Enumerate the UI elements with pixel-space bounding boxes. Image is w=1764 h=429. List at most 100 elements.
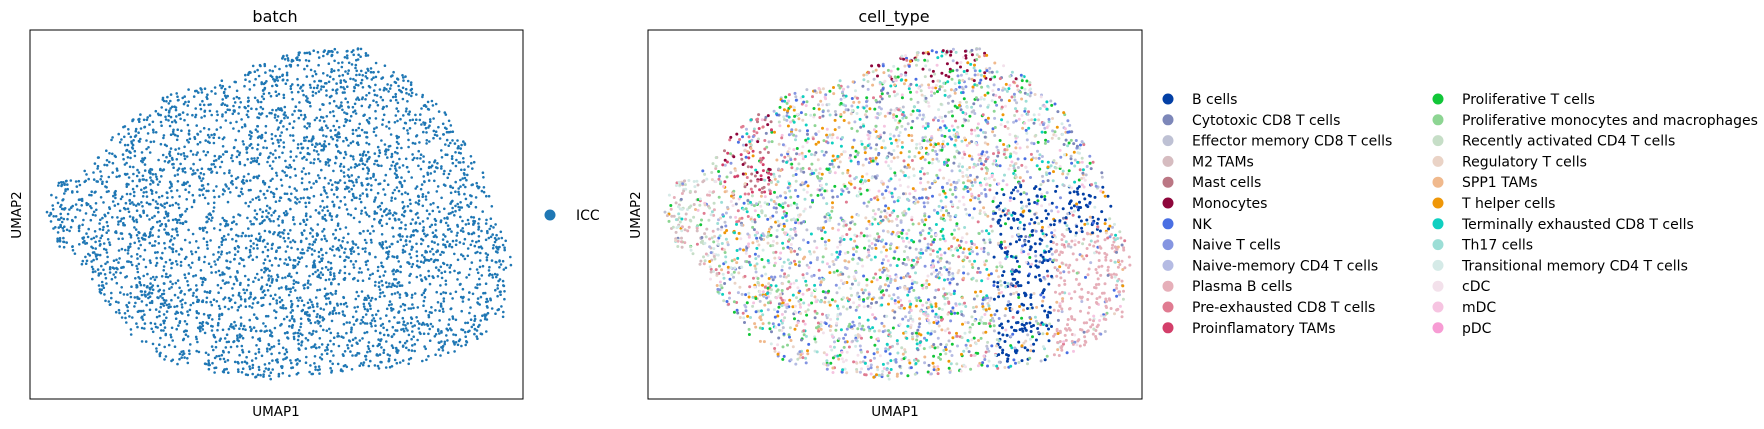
scatter-point <box>149 167 152 171</box>
scatter-point <box>168 258 172 262</box>
scatter-point <box>417 164 420 168</box>
scatter-point <box>129 236 133 239</box>
scatter-point <box>167 343 171 347</box>
scatter-point <box>310 186 313 189</box>
scatter-point <box>276 275 280 279</box>
scatter-point <box>442 261 445 265</box>
scatter-point <box>290 361 293 365</box>
scatter-point <box>276 273 279 277</box>
scatter-point <box>214 271 218 274</box>
scatter-point <box>91 251 95 254</box>
scatter-point <box>66 217 69 221</box>
scatter-point <box>149 282 152 285</box>
scatter-point <box>1004 307 1008 311</box>
scatter-point <box>174 228 177 231</box>
scatter-point <box>447 323 451 326</box>
scatter-point <box>379 331 382 335</box>
scatter-point <box>436 185 440 188</box>
scatter-point <box>1019 234 1023 238</box>
scatter-point <box>417 149 421 153</box>
scatter-point <box>132 139 135 142</box>
scatter-point <box>317 63 320 67</box>
scatter-point <box>290 246 293 250</box>
scatter-point <box>773 349 777 353</box>
scatter-point <box>201 99 204 103</box>
scatter-point <box>154 109 158 113</box>
scatter-point <box>361 279 365 283</box>
scatter-point <box>313 362 316 365</box>
scatter-point <box>390 303 393 306</box>
scatter-point <box>159 224 162 227</box>
panel-title: cell_type <box>858 7 929 27</box>
scatter-point <box>891 344 894 348</box>
scatter-point <box>174 121 178 124</box>
scatter-point <box>295 155 298 158</box>
scatter-point <box>377 367 381 370</box>
scatter-point <box>395 169 398 172</box>
scatter-point <box>99 236 102 240</box>
scatter-point <box>272 192 275 195</box>
scatter-point <box>164 224 168 228</box>
scatter-point <box>401 97 405 101</box>
scatter-point <box>122 265 125 269</box>
scatter-point <box>293 109 296 113</box>
scatter-point <box>308 125 311 128</box>
scatter-point <box>717 236 721 240</box>
scatter-point <box>292 318 296 321</box>
scatter-point <box>308 122 312 125</box>
scatter-point <box>338 271 341 275</box>
scatter-point <box>342 156 346 160</box>
scatter-point <box>381 291 385 294</box>
scatter-point <box>383 179 386 182</box>
scatter-point <box>916 100 920 104</box>
scatter-point <box>353 276 356 280</box>
scatter-point <box>419 153 423 156</box>
scatter-point <box>786 124 790 128</box>
scatter-point <box>363 322 367 325</box>
scatter-point <box>363 307 367 311</box>
scatter-point <box>384 148 388 151</box>
scatter-point <box>155 261 159 265</box>
scatter-point <box>338 165 342 168</box>
scatter-point <box>314 270 317 274</box>
scatter-point <box>366 54 370 57</box>
scatter-point <box>875 195 879 199</box>
scatter-point <box>314 321 317 324</box>
scatter-point <box>389 306 393 310</box>
scatter-point <box>369 176 373 180</box>
scatter-point <box>830 348 834 352</box>
scatter-point <box>365 135 368 139</box>
scatter-point <box>362 305 366 308</box>
scatter-point <box>772 251 776 255</box>
scatter-point <box>335 186 338 189</box>
scatter-point <box>957 199 961 203</box>
scatter-point <box>317 90 321 93</box>
scatter-point <box>284 210 288 213</box>
scatter-point <box>351 240 355 243</box>
scatter-point <box>1006 217 1010 221</box>
scatter-point <box>498 259 501 262</box>
scatter-point <box>485 330 488 333</box>
scatter-point <box>441 349 445 352</box>
scatter-point <box>311 143 314 146</box>
scatter-point <box>105 180 109 184</box>
scatter-point <box>139 215 143 218</box>
scatter-point <box>430 306 433 309</box>
scatter-point <box>282 211 286 215</box>
scatter-point <box>62 245 66 249</box>
scatter-point <box>374 329 378 333</box>
scatter-point <box>468 291 471 294</box>
scatter-point <box>344 120 348 124</box>
scatter-point <box>474 286 477 289</box>
scatter-point <box>185 155 189 158</box>
scatter-point <box>723 282 727 285</box>
scatter-point <box>503 297 506 301</box>
scatter-point <box>382 326 385 330</box>
scatter-point <box>1020 79 1024 83</box>
scatter-point <box>406 192 410 196</box>
scatter-point <box>207 128 211 131</box>
scatter-point <box>405 346 408 350</box>
scatter-point <box>125 149 128 152</box>
scatter-point <box>167 102 171 105</box>
scatter-point <box>69 225 73 229</box>
